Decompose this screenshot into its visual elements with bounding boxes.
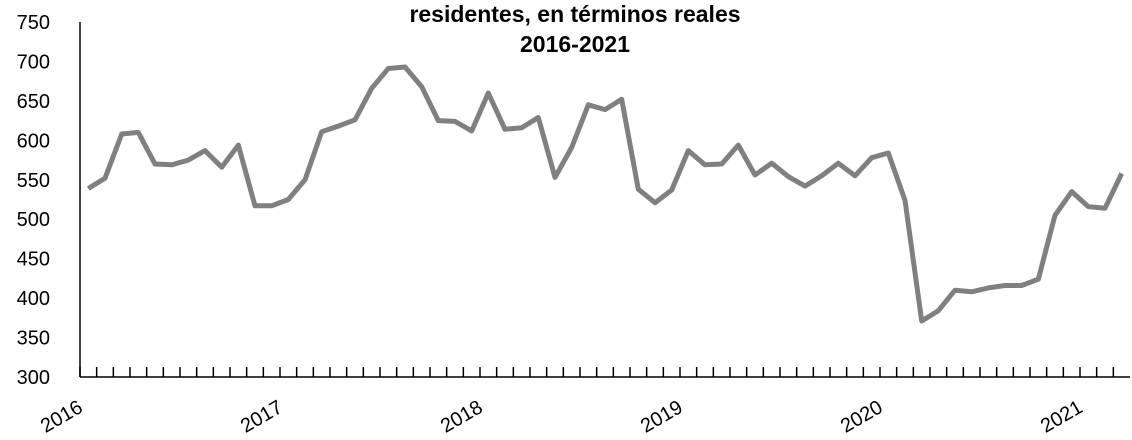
y-tick-label: 550 [17,170,50,192]
line-series [86,64,1124,324]
x-tick-label: 2016 [37,396,87,437]
y-tick-label: 400 [17,288,50,310]
y-tick-label: 300 [17,367,50,389]
y-tick-label: 650 [17,91,50,113]
x-tick-label: 2017 [237,396,287,437]
y-tick-label: 450 [17,249,50,271]
y-tick-label: 750 [17,12,50,34]
x-tick-label: 2019 [637,396,687,437]
chart-title: residentes, en términos reales [409,1,740,27]
y-tick-label: 700 [17,51,50,73]
x-tick-label: 2021 [1037,396,1087,437]
x-tick-label: 2018 [437,396,487,437]
x-tick-label: 2020 [837,396,887,437]
y-tick-label: 350 [17,328,50,350]
y-tick-label: 600 [17,130,50,152]
y-tick-label: 500 [17,209,50,231]
chart-subtitle: 2016-2021 [520,31,630,57]
